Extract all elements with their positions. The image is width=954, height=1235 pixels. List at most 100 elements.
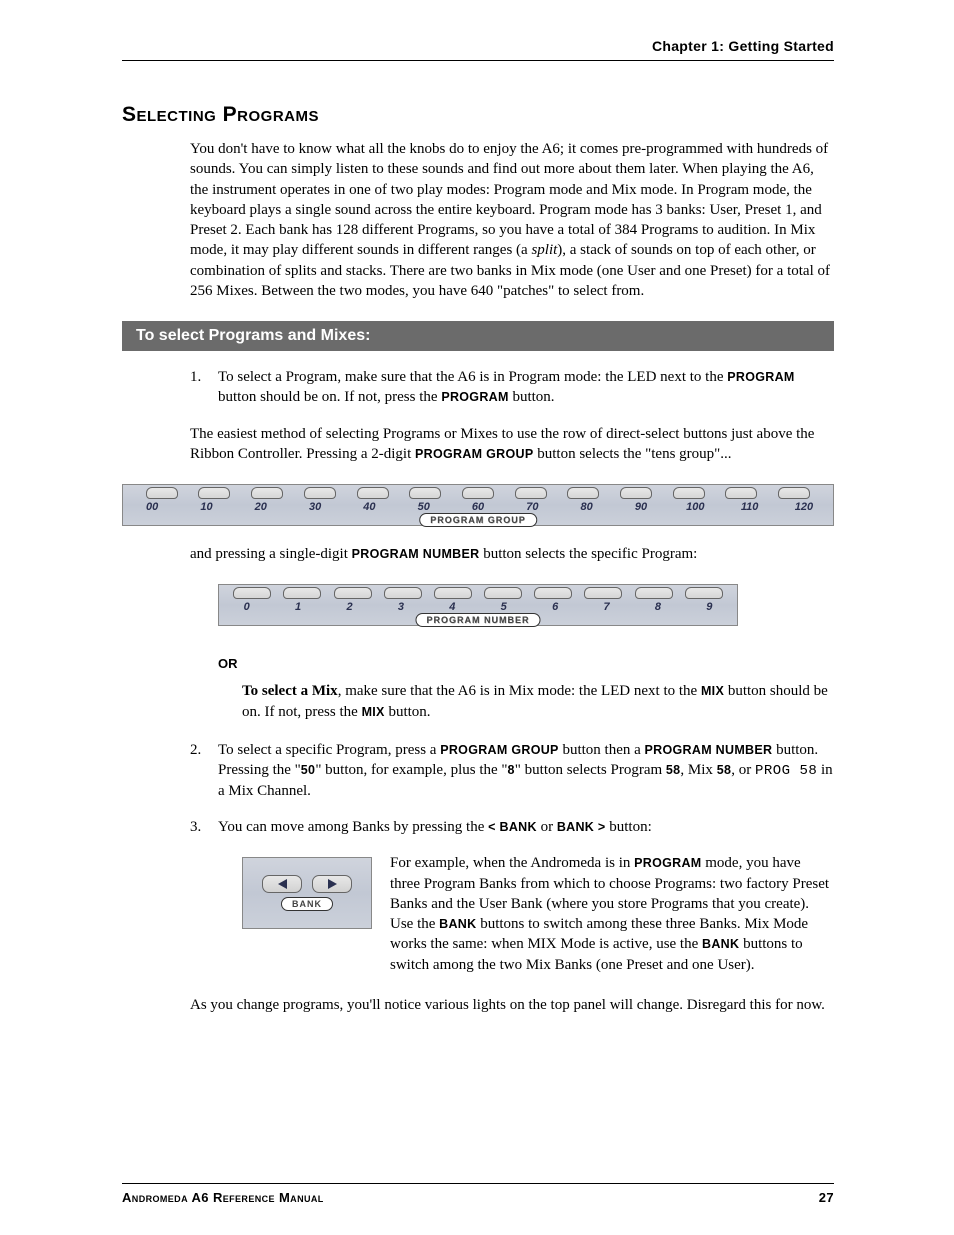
program-number-digit: 7: [581, 601, 632, 613]
program-number-digit: 6: [529, 601, 580, 613]
program-number-digit: 1: [272, 601, 323, 613]
triangle-right-icon: [328, 879, 337, 889]
eight-keyword: 8: [508, 763, 515, 777]
bank-label: BANK: [281, 897, 333, 911]
program-group-number: 40: [342, 501, 396, 513]
bank-keyword: BANK: [439, 917, 476, 931]
program-keyword: PROGRAM: [727, 370, 794, 384]
bank-left-button: [262, 875, 302, 893]
program-group-button: [251, 487, 283, 499]
program-group-strip-label: PROGRAM GROUP: [419, 513, 537, 527]
program-number-digit: 0: [221, 601, 272, 613]
program-group-button: [515, 487, 547, 499]
program-group-button: [778, 487, 810, 499]
program-group-strip-wrap: 00102030405060708090100110120 PROGRAM GR…: [122, 484, 834, 526]
page-footer: Andromeda A6 Reference Manual 27: [122, 1183, 834, 1205]
program-group-keyword: PROGRAM GROUP: [415, 447, 534, 461]
program-number-button: [534, 587, 572, 599]
fiftyeight-keyword: 58: [717, 763, 732, 777]
program-number-keyword: PROGRAM NUMBER: [645, 743, 773, 757]
program-number-keyword: PROGRAM NUMBER: [352, 547, 480, 561]
program-number-digit: 2: [324, 601, 375, 613]
closing-paragraph: As you change programs, you'll notice va…: [190, 995, 834, 1015]
select-mix-paragraph: To select a Mix, make sure that the A6 i…: [242, 681, 834, 722]
program-group-number: 70: [505, 501, 559, 513]
program-group-keyword: PROGRAM GROUP: [440, 743, 559, 757]
step-2: 2. To select a specific Program, press a…: [190, 740, 834, 801]
bank-right-keyword: BANK >: [557, 820, 606, 834]
program-group-button: [357, 487, 389, 499]
program-number-button: [434, 587, 472, 599]
program-group-number: 60: [451, 501, 505, 513]
bank-arrows: [262, 875, 352, 893]
page: Chapter 1: Getting Started Selecting Pro…: [0, 0, 954, 1075]
program-group-number: 50: [397, 501, 451, 513]
intro-text-a: You don't have to know what all the knob…: [190, 141, 828, 258]
program-group-button: [462, 487, 494, 499]
or-label: OR: [218, 656, 834, 671]
step-3-number: 3.: [190, 817, 218, 837]
program-number-numbers-row: 0123456789: [219, 599, 737, 613]
program-group-number: 120: [777, 501, 831, 513]
program-number-button: [685, 587, 723, 599]
program-group-number: 30: [288, 501, 342, 513]
program-group-button: [725, 487, 757, 499]
program-group-number: 20: [234, 501, 288, 513]
intro-paragraph: You don't have to know what all the knob…: [190, 139, 834, 301]
program-number-button: [283, 587, 321, 599]
program-number-strip-label: PROGRAM NUMBER: [416, 613, 541, 627]
subsection-bar: To select Programs and Mixes:: [122, 321, 834, 351]
program-group-strip: 00102030405060708090100110120 PROGRAM GR…: [122, 484, 834, 526]
program-number-digit: 9: [684, 601, 735, 613]
program-number-digit: 5: [478, 601, 529, 613]
program-number-buttons-row: [219, 587, 737, 599]
program-number-button: [384, 587, 422, 599]
bank-block: BANK For example, when the Andromeda is …: [242, 853, 834, 975]
program-group-number: 90: [614, 501, 668, 513]
program-number-button: [334, 587, 372, 599]
program-group-buttons-row: [123, 487, 833, 499]
bank-button-diagram: BANK: [242, 857, 372, 929]
select-mix-bold: To select a Mix: [242, 683, 338, 699]
program-keyword: PROGRAM: [634, 856, 701, 870]
program-number-button: [233, 587, 271, 599]
bank-description: For example, when the Andromeda is in PR…: [390, 853, 834, 975]
program-group-number: 10: [179, 501, 233, 513]
program-number-paragraph: and pressing a single-digit PROGRAM NUMB…: [190, 544, 834, 564]
bank-keyword: BANK: [702, 937, 739, 951]
program-group-button: [673, 487, 705, 499]
step-1-text: To select a Program, make sure that the …: [218, 367, 834, 408]
program-group-button: [198, 487, 230, 499]
prog58-mono: PROG 58: [755, 763, 817, 779]
program-group-number: 80: [560, 501, 614, 513]
footer-page-number: 27: [819, 1190, 834, 1205]
intro-split-word: split: [531, 242, 557, 258]
program-group-number: 100: [668, 501, 722, 513]
footer-title: Andromeda A6 Reference Manual: [122, 1190, 324, 1205]
program-number-button: [635, 587, 673, 599]
fifty-keyword: 50: [301, 763, 316, 777]
program-group-number: 110: [722, 501, 776, 513]
program-number-digit: 8: [632, 601, 683, 613]
program-number-digit: 3: [375, 601, 426, 613]
program-group-button: [304, 487, 336, 499]
program-group-numbers-row: 00102030405060708090100110120: [123, 499, 833, 513]
step-2-text: To select a specific Program, press a PR…: [218, 740, 834, 801]
program-number-strip-wrap: 0123456789 PROGRAM NUMBER: [122, 584, 834, 626]
program-number-digit: 4: [427, 601, 478, 613]
mix-keyword: MIX: [362, 705, 385, 719]
program-number-button: [484, 587, 522, 599]
step-1-number: 1.: [190, 367, 218, 408]
program-group-button: [409, 487, 441, 499]
program-number-button: [584, 587, 622, 599]
step-1: 1. To select a Program, make sure that t…: [190, 367, 834, 408]
program-group-button: [146, 487, 178, 499]
step-3: 3. You can move among Banks by pressing …: [190, 817, 834, 837]
mix-keyword: MIX: [701, 684, 724, 698]
program-number-strip: 0123456789 PROGRAM NUMBER: [218, 584, 738, 626]
program-keyword: PROGRAM: [441, 390, 508, 404]
bank-right-button: [312, 875, 352, 893]
step-3-text: You can move among Banks by pressing the…: [218, 817, 834, 837]
step-2-number: 2.: [190, 740, 218, 801]
direct-select-paragraph: The easiest method of selecting Programs…: [190, 424, 834, 465]
